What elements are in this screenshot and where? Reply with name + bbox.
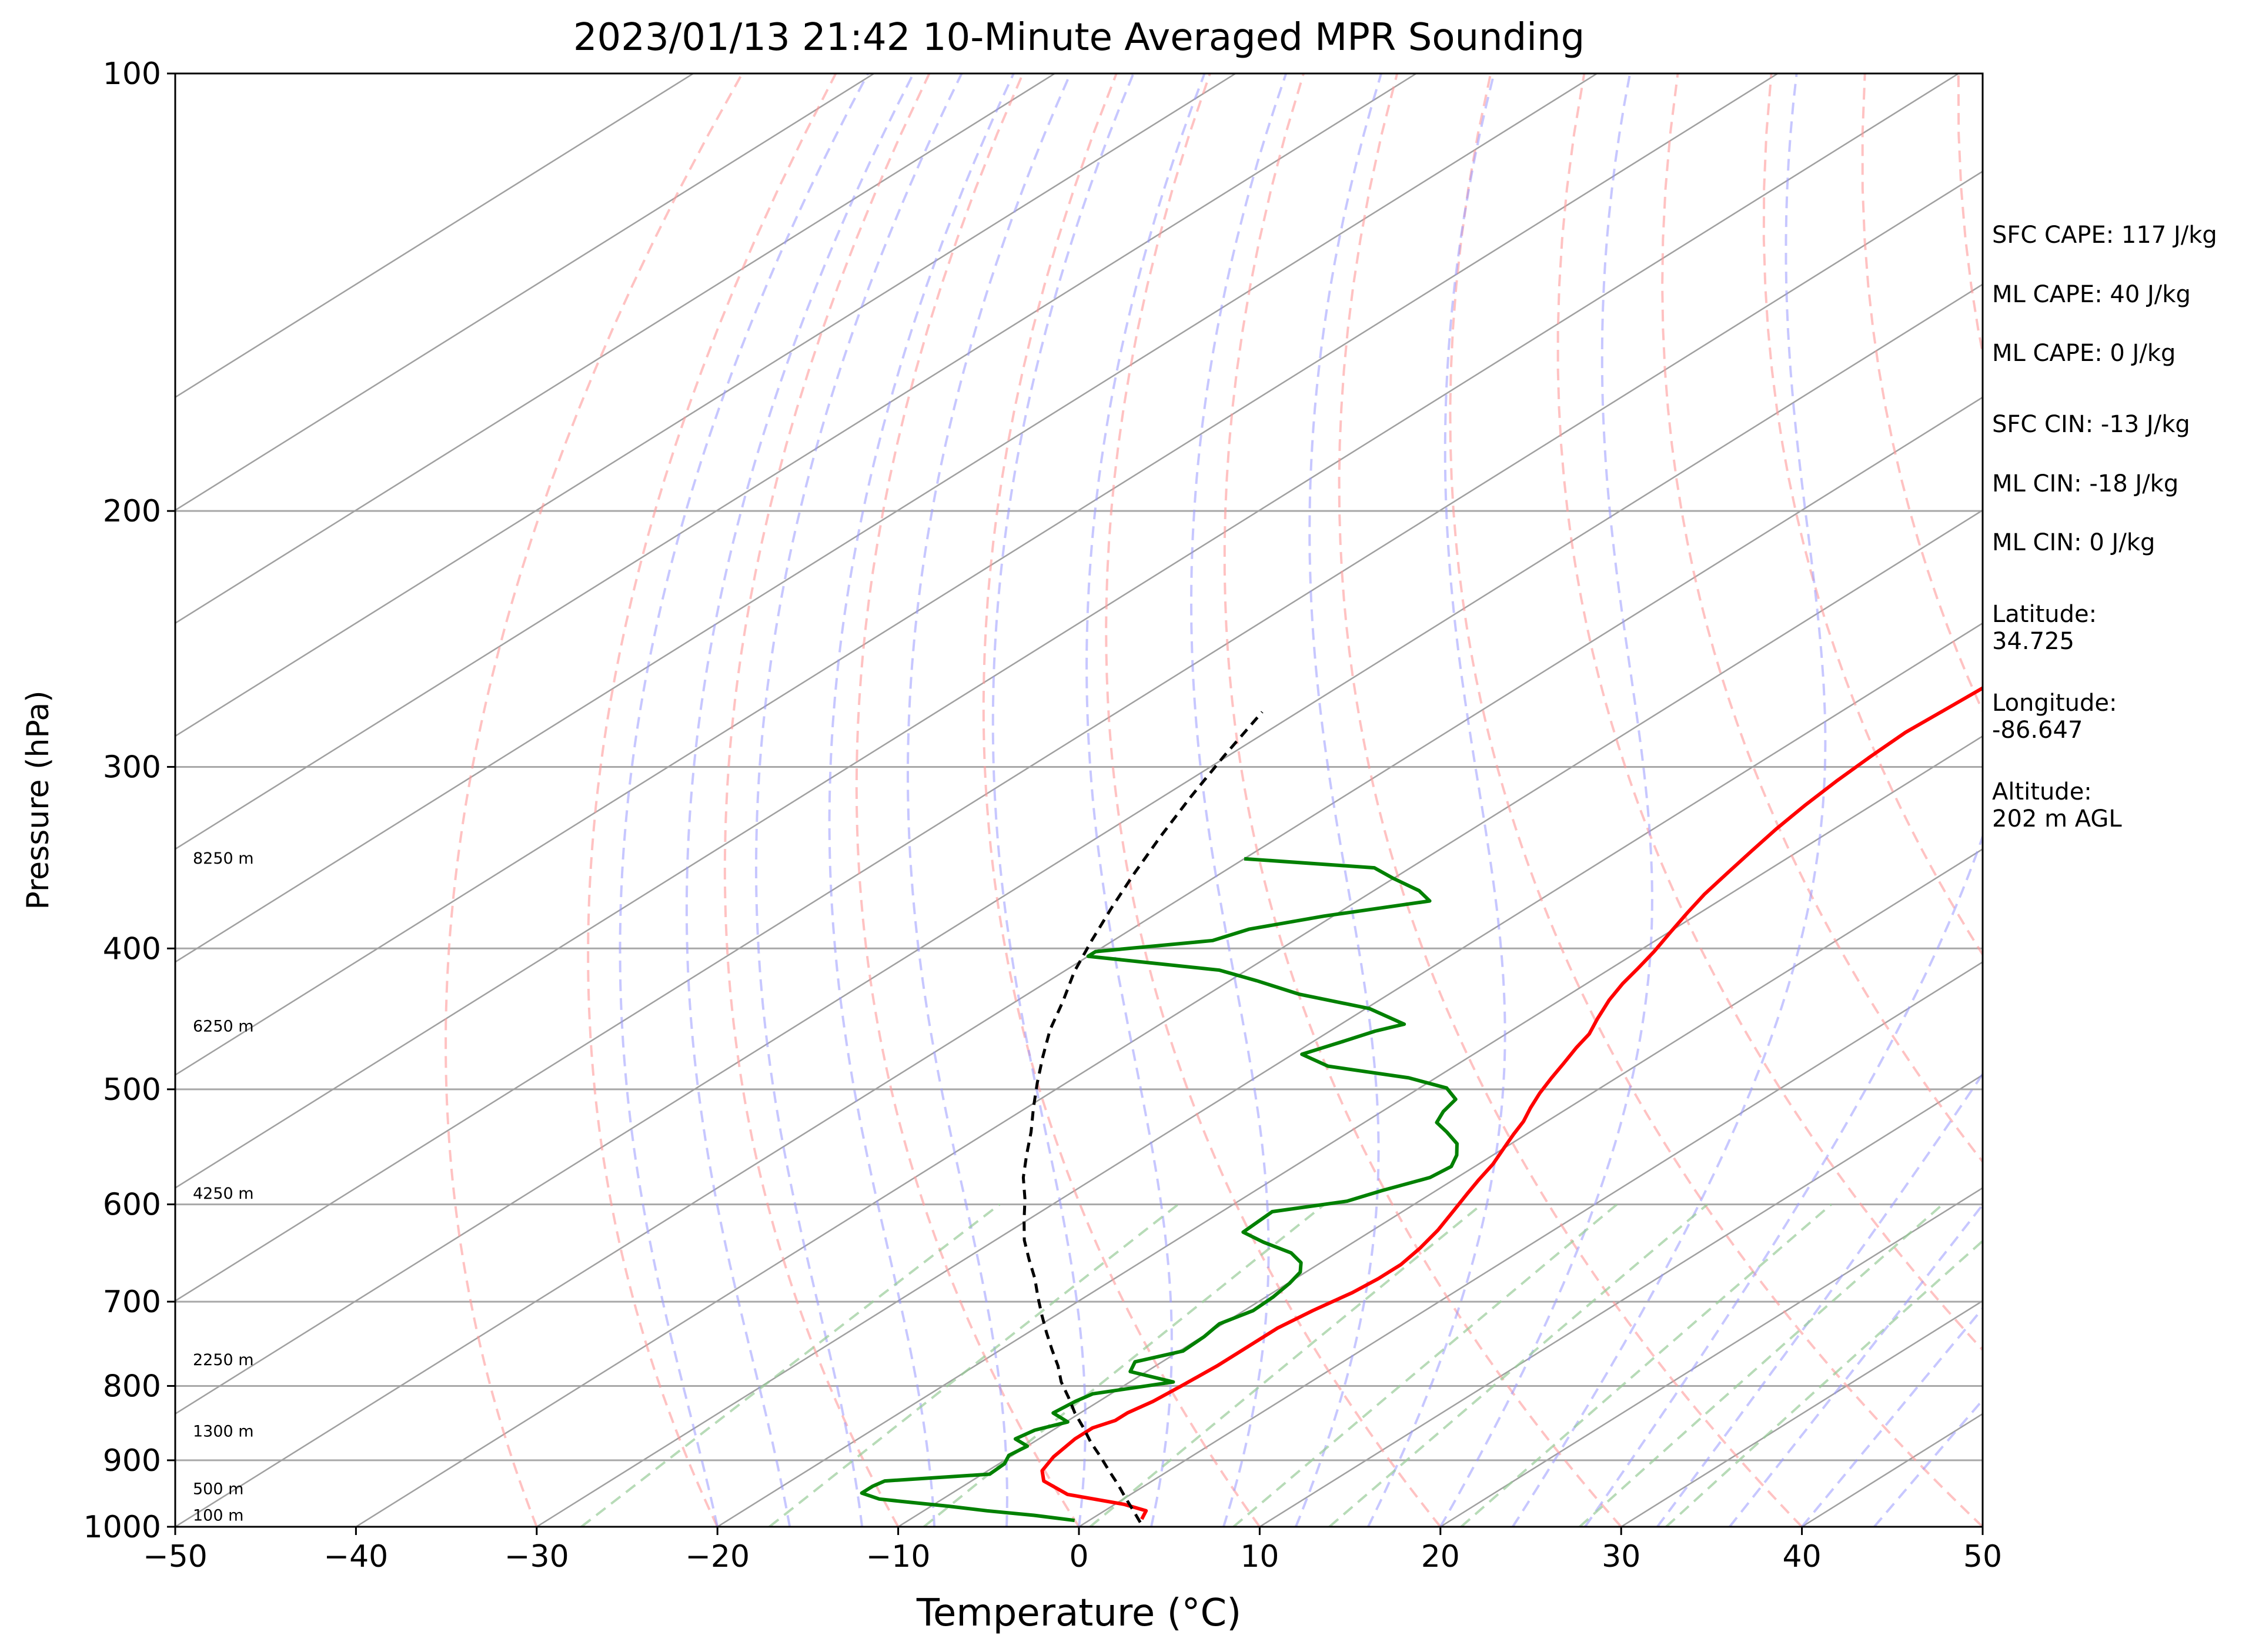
dry-adiabat-line — [1449, 73, 1983, 1527]
dry-adiabat-line — [855, 73, 1080, 1527]
longitude-label: Longitude: — [1992, 690, 2117, 717]
dry-adiabat-line — [1338, 73, 1803, 1527]
y-tick-label: 100 — [103, 56, 161, 92]
moist-adiabat-line — [1584, 833, 1983, 1527]
moist-adiabat-line — [1873, 1398, 1983, 1527]
x-tick-label: −30 — [504, 1539, 569, 1574]
altitude-value: 202 m AGL — [1992, 805, 2122, 832]
y-tick-label: 1000 — [83, 1510, 161, 1545]
dewpoint-profile-line — [860, 857, 1459, 1523]
dry-adiabat-line — [587, 73, 837, 1527]
mixing-ratio-line — [1579, 1203, 1944, 1527]
height-label: 100 m — [193, 1507, 243, 1525]
height-label: 6250 m — [193, 1018, 254, 1036]
y-tick-label: 400 — [103, 931, 161, 967]
x-tick-label: 10 — [1240, 1539, 1279, 1574]
ml-cin-value: ML CIN: -18 J/kg — [1992, 470, 2179, 497]
isotherm-line — [175, 73, 1417, 850]
parcel-profile-line — [1021, 711, 1264, 1523]
ml-cape-value-2: ML CAPE: 0 J/kg — [1992, 340, 2176, 367]
mixing-ratio-line — [1665, 1239, 1983, 1527]
x-tick-label: −10 — [866, 1539, 931, 1574]
moist-adiabat-line — [1189, 73, 1288, 1527]
dry-adiabat-line — [1105, 73, 1442, 1527]
isotherm-line — [1259, 1074, 1983, 1527]
isotherm-line — [175, 283, 1983, 1415]
isotherm-line — [1440, 1187, 1983, 1527]
isotherm-line — [175, 73, 1055, 624]
moist-adiabat-line — [755, 73, 963, 1527]
isotherm-line — [175, 73, 1959, 1189]
isotherm-line — [175, 73, 1598, 963]
x-tick-label: 20 — [1421, 1539, 1460, 1574]
y-tick-label: 600 — [103, 1188, 161, 1223]
height-label: 8250 m — [193, 850, 254, 868]
y-tick-label: 300 — [103, 750, 161, 785]
moist-adiabat-line — [1085, 73, 1206, 1527]
y-tick-label: 500 — [103, 1072, 161, 1108]
chart-title: 2023/01/13 21:42 10-Minute Averaged MPR … — [573, 16, 1585, 59]
isotherm-line — [175, 396, 1983, 1527]
height-label: 500 m — [193, 1480, 243, 1498]
x-tick-label: 50 — [1963, 1539, 2002, 1574]
isotherm-line — [717, 735, 1983, 1527]
moist-adiabat-line — [685, 73, 915, 1527]
isotherm-line — [1078, 961, 1983, 1527]
moist-adiabat-line — [619, 73, 869, 1527]
dry-adiabat-line — [445, 73, 744, 1527]
dry-adiabat-line — [1556, 73, 1983, 1352]
temperature-profile-line — [1040, 685, 1983, 1520]
isotherm-line — [355, 509, 1983, 1527]
y-tick-label: 800 — [103, 1369, 161, 1404]
x-tick-label: −20 — [685, 1539, 750, 1574]
isotherm-line — [175, 73, 694, 399]
dry-adiabat-line — [1223, 73, 1622, 1527]
dry-adiabat-line — [1762, 73, 1983, 957]
latitude-label: Latitude: — [1992, 601, 2097, 628]
height-label: 2250 m — [193, 1351, 254, 1369]
longitude-value: -86.647 — [1992, 717, 2083, 744]
moist-adiabat-line — [1367, 73, 1506, 1527]
altitude-label: Altitude: — [1992, 778, 2092, 805]
x-axis-label: Temperature (°C) — [916, 1591, 1241, 1635]
mixing-ratio-line — [580, 1203, 1001, 1527]
x-tick-label: 30 — [1602, 1539, 1640, 1574]
ml-cin-value-2: ML CIN: 0 J/kg — [1992, 529, 2156, 556]
isotherm-line — [536, 622, 1983, 1527]
sfc-cape-value: SFC CAPE: 117 J/kg — [1992, 222, 2217, 249]
mixing-ratio-line — [1460, 1203, 1832, 1527]
y-tick-label: 200 — [103, 494, 161, 529]
moist-adiabat-line — [907, 73, 1072, 1527]
height-label: 4250 m — [193, 1185, 254, 1203]
y-tick-label: 900 — [103, 1443, 161, 1479]
latitude-value: 34.725 — [1992, 628, 2074, 655]
mixing-ratio-line — [1232, 1203, 1618, 1527]
x-tick-label: −50 — [143, 1539, 208, 1574]
moist-adiabat-line — [991, 73, 1135, 1527]
isotherm-line — [175, 170, 1983, 1302]
x-tick-label: 0 — [1069, 1539, 1088, 1574]
moist-adiabat-line — [1295, 73, 1383, 1527]
isotherm-line — [175, 73, 1779, 1076]
mixing-ratio-line — [1089, 1203, 1483, 1527]
x-tick-label: 40 — [1783, 1539, 1822, 1574]
moist-adiabat-line — [1801, 1306, 1983, 1527]
dry-adiabat-line — [1861, 73, 1983, 714]
moist-adiabat-line — [1439, 73, 1653, 1527]
moist-adiabat-line — [828, 73, 1015, 1527]
height-label: 1300 m — [193, 1422, 254, 1440]
mixing-ratio-line — [1328, 1203, 1709, 1527]
dry-adiabat-line — [1661, 73, 1983, 1164]
y-axis-label: Pressure (hPa) — [21, 691, 56, 910]
dry-adiabat-line — [982, 73, 1261, 1527]
x-tick-label: −40 — [324, 1539, 389, 1574]
ml-cape-value: ML CAPE: 40 J/kg — [1992, 281, 2191, 308]
sfc-cin-value: SFC CIN: -13 J/kg — [1992, 411, 2190, 438]
isotherm-line — [175, 73, 1237, 737]
mixing-ratio-line — [768, 1203, 1179, 1527]
isotherm-line — [175, 73, 875, 511]
y-tick-label: 700 — [103, 1285, 161, 1320]
